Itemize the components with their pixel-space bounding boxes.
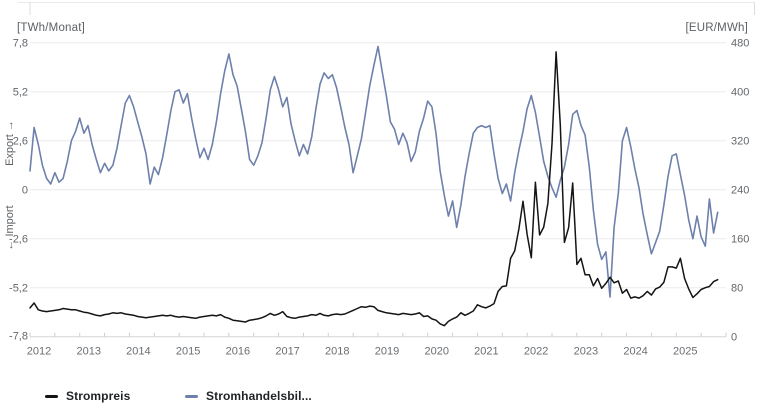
left-tick-label: 2,6	[13, 136, 28, 148]
year-label: 2022	[524, 346, 548, 358]
year-label: 2014	[126, 346, 150, 358]
stromhandelsbilanz-line-swatch	[185, 394, 198, 398]
year-label: 2012	[27, 346, 51, 358]
legend-item-strompreis[interactable]: Strompreis	[45, 389, 130, 403]
left-tick-label: -7,8	[9, 331, 28, 343]
year-label: 2019	[375, 346, 399, 358]
series-line-stromhandelsbilanz	[29, 45, 719, 298]
import-axis-label: ← Import	[4, 205, 16, 251]
year-label: 2018	[325, 346, 349, 358]
export-axis-label: Export →	[4, 120, 16, 166]
left-tick-label: 7,8	[13, 38, 28, 50]
strompreis-line-swatch	[45, 394, 58, 398]
right-tick-label: 400	[731, 87, 749, 99]
legend-label-strompreis: Strompreis	[66, 389, 131, 403]
right-tick-label: 240	[731, 185, 749, 197]
year-label: 2021	[474, 346, 498, 358]
right-tick-label: 160	[731, 234, 749, 246]
left-tick-label: 5,2	[13, 87, 28, 99]
year-label: 2016	[226, 346, 250, 358]
legend-label-stromhandelsbilanz: Stromhandelsbil...	[206, 389, 312, 403]
chart-legend: Strompreis Stromhandelsbil...	[0, 387, 758, 407]
year-label: 2013	[76, 346, 100, 358]
left-tick-label: -2,6	[9, 234, 28, 246]
series-line-strompreis	[29, 51, 719, 327]
year-label: 2025	[673, 346, 697, 358]
left-axis-unit: [TWh/Monat]	[17, 22, 86, 34]
year-label: 2015	[176, 346, 200, 358]
right-axis-unit: [EUR/MWh]	[685, 22, 748, 34]
right-tick-label: 320	[731, 136, 749, 148]
right-tick-label: 480	[731, 38, 749, 50]
year-label: 2017	[275, 346, 299, 358]
year-label: 2023	[574, 346, 598, 358]
year-label: 2020	[424, 346, 448, 358]
left-tick-label: -5,2	[9, 283, 28, 295]
right-tick-label: 80	[731, 283, 743, 295]
chart-canvas: 7,8 480 5,2 400 2,6 320 0 240 -2,6 160 -5,2 80 -7,8 0…	[9, 2, 755, 358]
left-tick-label: 0	[22, 185, 28, 197]
year-label: 2024	[623, 346, 647, 358]
legend-item-stromhandelsbilanz[interactable]: Stromhandelsbil...	[185, 389, 312, 403]
right-tick-label: 0	[731, 332, 737, 344]
